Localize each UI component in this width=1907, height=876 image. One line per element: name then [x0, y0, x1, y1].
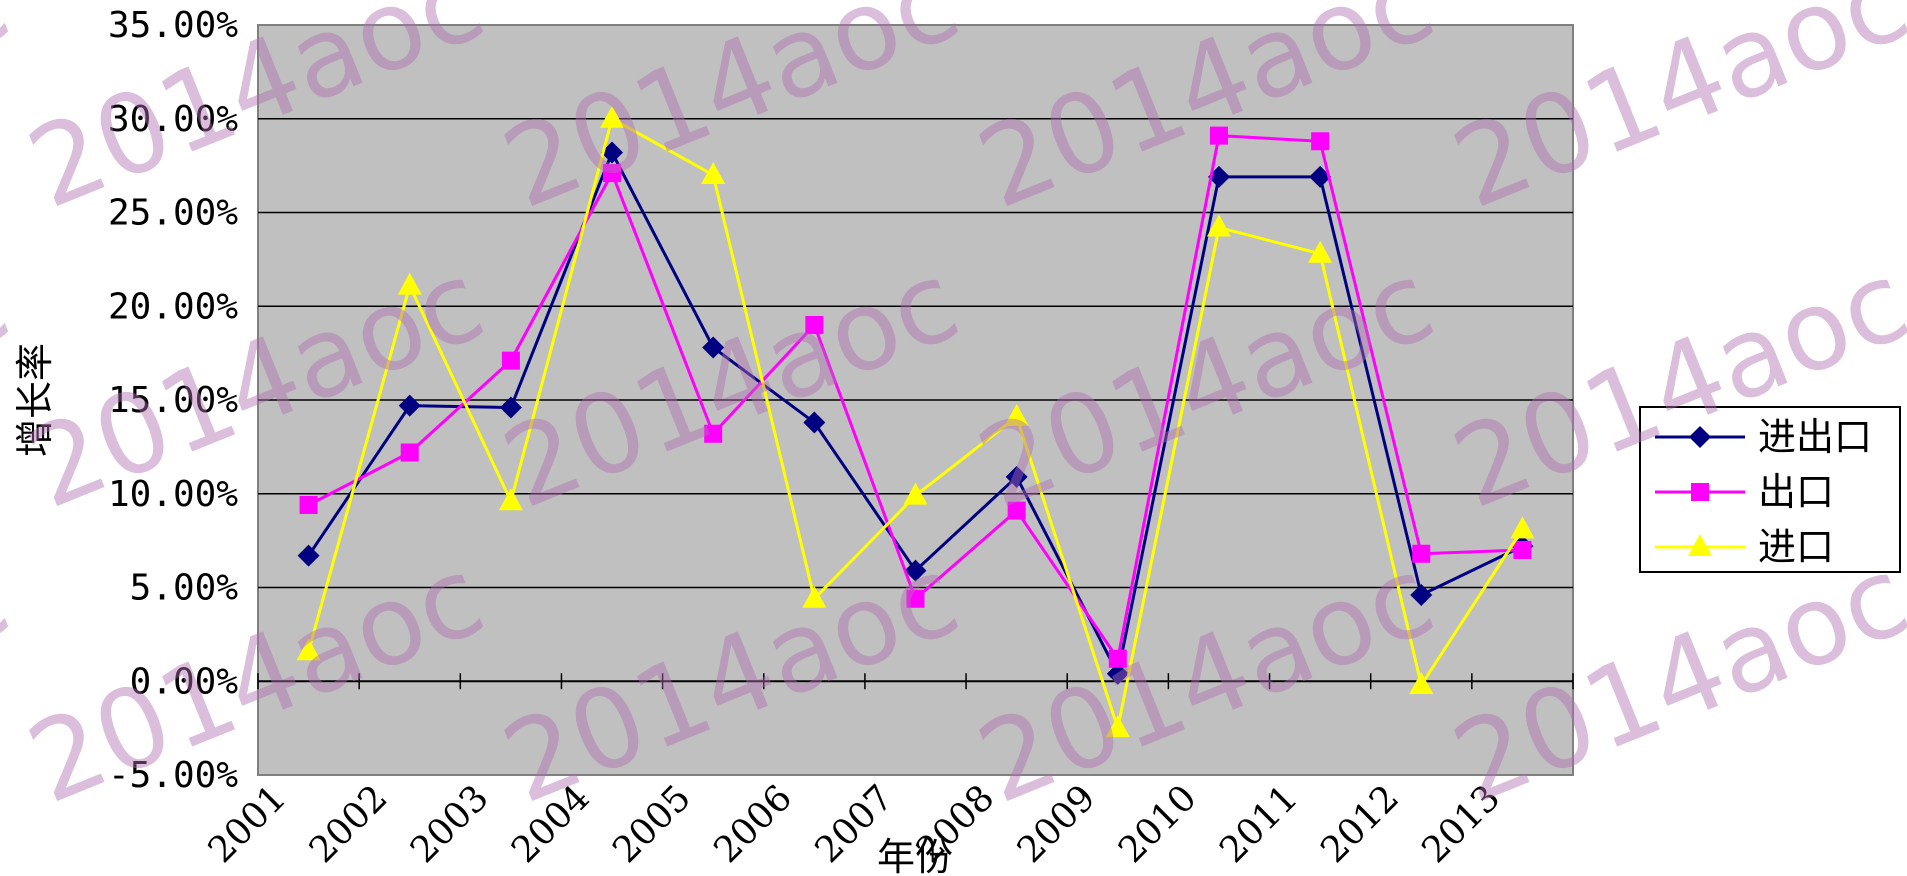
- series-1: [297, 141, 1534, 685]
- legend-marker: [1689, 426, 1711, 448]
- x-axis-title: 年份: [877, 835, 953, 876]
- data-point: [702, 336, 725, 359]
- legend-box: [1639, 406, 1901, 573]
- data-point: [501, 351, 520, 370]
- y-axis-title: 增长率: [13, 343, 57, 457]
- y-tick-label: 35.00%: [108, 5, 238, 46]
- data-point: [805, 316, 824, 334]
- legend-item: 进口: [1655, 525, 1834, 569]
- data-point: [1510, 516, 1535, 539]
- data-point: [1007, 501, 1026, 520]
- data-point: [398, 394, 421, 417]
- data-point: [906, 589, 925, 608]
- data-point: [1106, 662, 1129, 685]
- data-point: [299, 496, 318, 514]
- legend-label: 进口: [1758, 525, 1834, 569]
- data-point: [903, 482, 928, 505]
- x-tick-label: 2010: [1111, 777, 1205, 871]
- data-point: [803, 411, 826, 434]
- data-point: [1309, 165, 1332, 188]
- y-tick-label: 5.00%: [130, 568, 239, 609]
- data-point: [1513, 541, 1532, 559]
- data-point: [603, 164, 622, 183]
- data-point: [1005, 465, 1028, 488]
- data-point: [600, 105, 625, 128]
- series-3: [296, 105, 1535, 738]
- legend-label: 出口: [1758, 470, 1834, 514]
- y-tick-label: 25.00%: [108, 193, 238, 234]
- data-point: [704, 424, 723, 443]
- data-point: [297, 544, 320, 567]
- legend-item: 进出口: [1655, 415, 1872, 459]
- y-tick-label: 10.00%: [108, 474, 238, 515]
- y-tick-label: 0.00%: [130, 661, 239, 702]
- series-group: [296, 105, 1535, 738]
- data-point: [1108, 649, 1127, 668]
- series-2: [299, 126, 1532, 668]
- data-point: [1308, 240, 1333, 263]
- data-point: [296, 638, 321, 661]
- data-point: [1004, 403, 1029, 426]
- y-tick-label: -5.00%: [108, 755, 238, 796]
- legend-item: 出口: [1655, 470, 1834, 514]
- data-point: [400, 443, 419, 462]
- data-point: [1105, 715, 1130, 738]
- data-point: [701, 162, 726, 184]
- data-point: [499, 396, 522, 419]
- y-axis: -5.00% 0.00% 5.00% 10.00% 15.00% 20.00% 25.00%…: [108, 5, 238, 796]
- x-tick-label: 2011: [1212, 777, 1306, 871]
- data-point: [802, 585, 827, 608]
- x-tick-label: 2006: [706, 777, 800, 871]
- data-point: [1311, 132, 1330, 151]
- x-tick-label: 2012: [1313, 777, 1407, 871]
- data-point: [1409, 672, 1434, 694]
- data-point: [397, 272, 422, 295]
- watermark-text: 2014aoc: [0, 531, 25, 828]
- x-tick-label: 2002: [302, 777, 396, 871]
- legend-label: 进出口: [1758, 415, 1872, 459]
- data-point: [1410, 584, 1433, 606]
- y-tick-label: 20.00%: [108, 286, 238, 327]
- data-point: [1209, 126, 1228, 145]
- y-tick-label: 15.00%: [108, 380, 238, 421]
- data-point: [498, 488, 523, 511]
- legend-marker: [1691, 483, 1709, 501]
- y-tick-label: 30.00%: [108, 99, 238, 140]
- x-tick-label: 2003: [403, 777, 497, 871]
- data-point: [1412, 544, 1431, 563]
- data-point: [904, 559, 927, 582]
- legend-marker: [1688, 534, 1712, 556]
- data-point: [1206, 214, 1231, 237]
- data-point: [601, 141, 624, 164]
